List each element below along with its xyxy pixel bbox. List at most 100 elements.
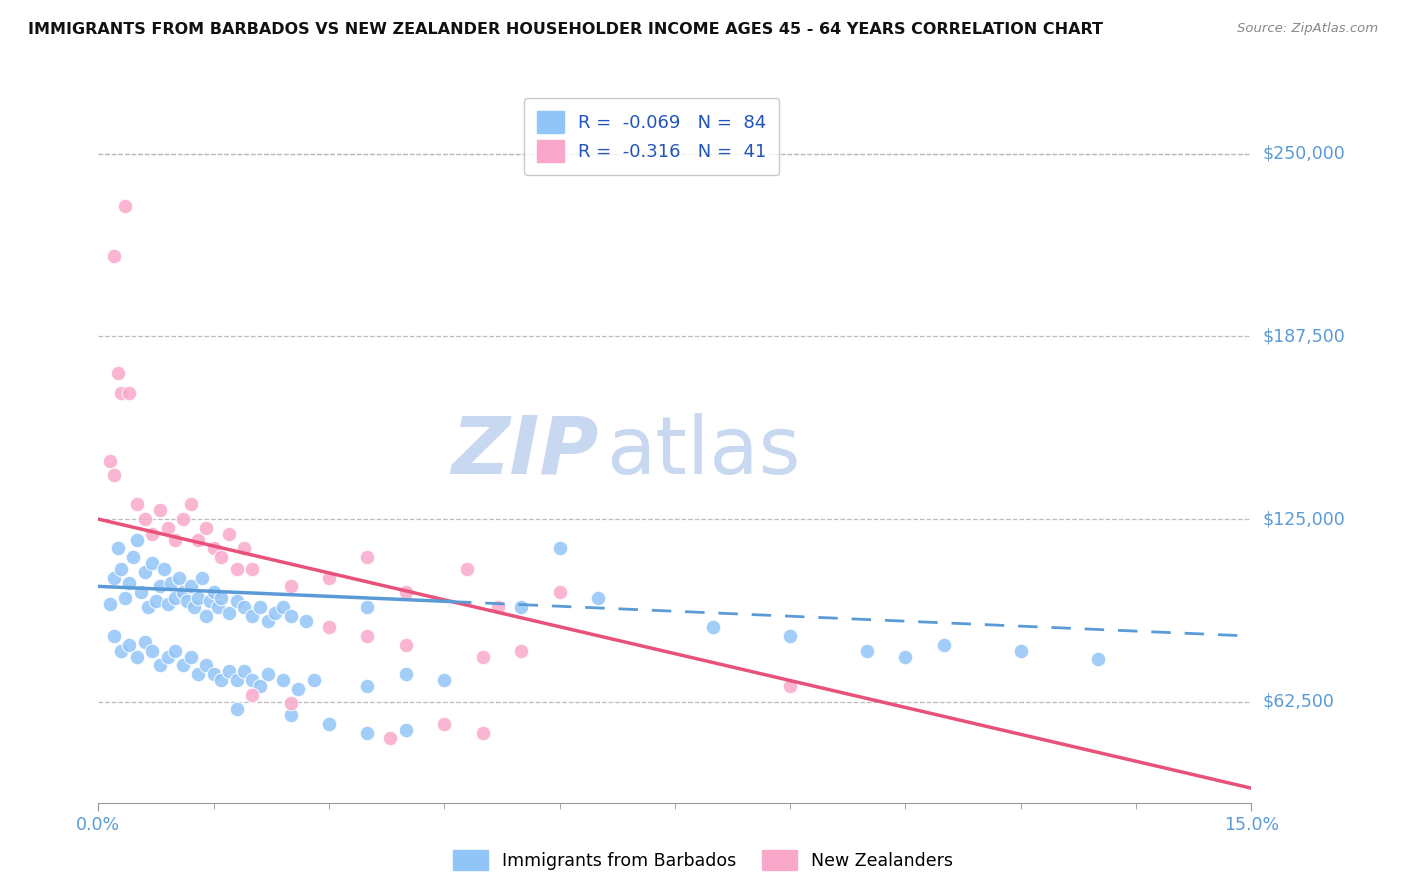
Point [129,585,152,599]
Point [280,708,302,723]
Point [318,716,340,731]
Point [114,591,136,605]
Text: IMMIGRANTS FROM BARBADOS VS NEW ZEALANDER HOUSEHOLDER INCOME AGES 45 - 64 YEARS : IMMIGRANTS FROM BARBADOS VS NEW ZEALANDE… [28,22,1104,37]
Point [160,576,183,591]
Legend: Immigrants from Barbados, New Zealanders: Immigrants from Barbados, New Zealanders [444,841,962,879]
Point [187,533,209,547]
Point [356,725,378,739]
Point [103,249,125,263]
Point [118,638,141,652]
Point [356,629,378,643]
Point [779,629,801,643]
Point [280,697,302,711]
Point [586,591,609,605]
Point [191,571,214,585]
Point [198,594,221,608]
Point [195,608,218,623]
Point [180,649,202,664]
Point [103,468,125,483]
Point [471,649,494,664]
Point [141,526,163,541]
Point [1010,644,1032,658]
Point [395,638,418,652]
Point [202,541,225,556]
Point [152,562,174,576]
Point [141,556,163,570]
Point [256,667,278,681]
Point [165,644,187,658]
Point [134,512,156,526]
Point [433,673,456,687]
Point [395,585,418,599]
Point [510,599,533,614]
Point [180,579,202,593]
Point [264,606,287,620]
Point [302,673,325,687]
Point [172,658,194,673]
Text: $187,500: $187,500 [1263,327,1346,345]
Point [156,597,179,611]
Point [122,550,145,565]
Point [156,521,179,535]
Point [356,679,378,693]
Point [271,599,294,614]
Point [356,599,378,614]
Point [125,533,148,547]
Point [165,591,187,605]
Point [187,591,209,605]
Point [240,673,263,687]
Point [110,562,132,576]
Point [233,599,256,614]
Point [702,620,724,634]
Point [548,585,571,599]
Point [118,576,141,591]
Point [107,366,129,380]
Point [156,649,179,664]
Point [856,644,879,658]
Point [202,667,225,681]
Point [1087,652,1109,666]
Point [225,702,247,716]
Point [240,608,263,623]
Point [103,571,125,585]
Point [134,565,156,579]
Point [225,673,247,687]
Point [165,533,187,547]
Point [218,606,240,620]
Point [318,620,340,634]
Point [167,571,190,585]
Legend: R =  -0.069   N =  84, R =  -0.316   N =  41: R = -0.069 N = 84, R = -0.316 N = 41 [524,98,779,175]
Point [107,541,129,556]
Point [103,629,125,643]
Point [149,503,172,517]
Text: $125,000: $125,000 [1263,510,1346,528]
Point [114,199,136,213]
Point [256,615,278,629]
Point [218,664,240,678]
Text: atlas: atlas [606,413,800,491]
Point [395,723,418,737]
Point [209,673,232,687]
Point [176,594,198,608]
Point [280,579,302,593]
Point [240,688,263,702]
Point [779,679,801,693]
Point [172,585,194,599]
Text: ZIP: ZIP [451,413,598,491]
Point [125,498,148,512]
Point [471,725,494,739]
Point [486,599,509,614]
Point [233,664,256,678]
Point [240,562,263,576]
Point [894,649,917,664]
Point [118,386,141,401]
Point [433,716,456,731]
Point [356,550,378,565]
Point [225,594,247,608]
Point [218,526,240,541]
Point [249,679,271,693]
Point [510,644,533,658]
Point [187,667,209,681]
Point [195,658,218,673]
Point [209,591,232,605]
